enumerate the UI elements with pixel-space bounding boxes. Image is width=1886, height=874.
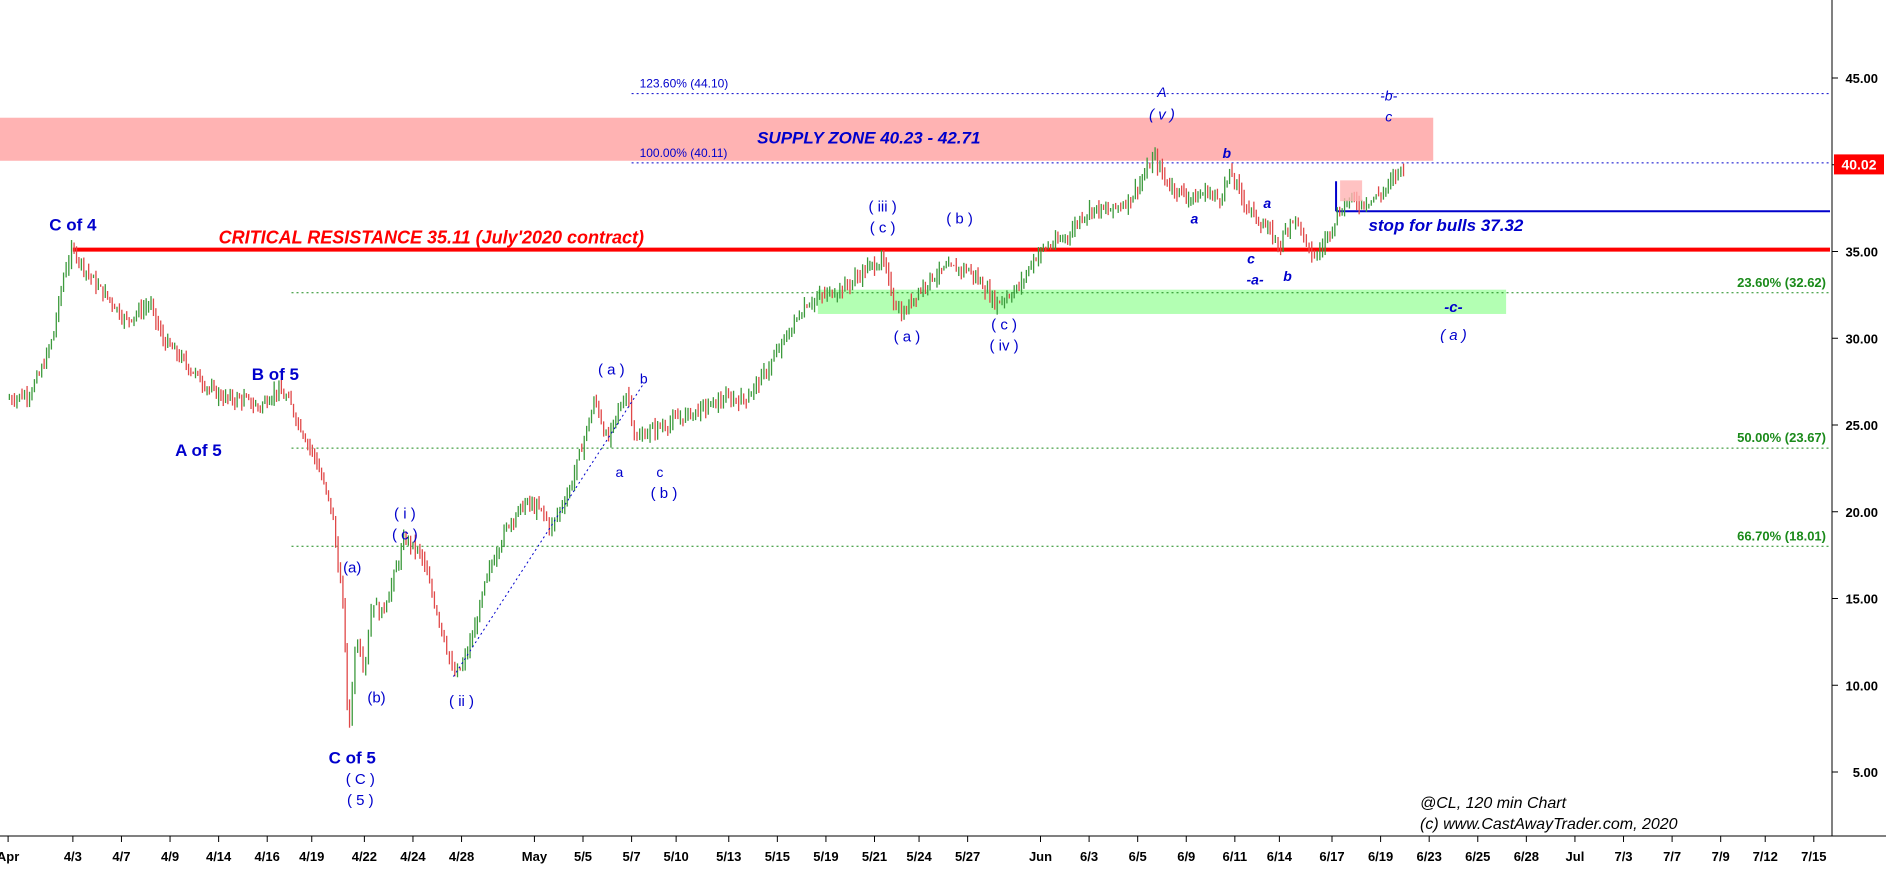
x-tick-label: 5/10 [663, 849, 688, 864]
x-tick-label: 5/21 [862, 849, 887, 864]
chart-copyright: (c) www.CastAwayTrader.com, 2020 [1420, 816, 1678, 833]
supply-zone [0, 117, 1434, 161]
x-tick-label: Jul [1566, 849, 1585, 864]
x-tick-label: 5/7 [623, 849, 641, 864]
trend-line [453, 383, 645, 677]
x-tick-label: 7/15 [1801, 849, 1826, 864]
x-tick-label: 6/9 [1177, 849, 1195, 864]
x-tick-label: 5/5 [574, 849, 592, 864]
wave-label: ( a ) [894, 329, 921, 346]
fib-level-label: 123.60% (44.10) [640, 77, 729, 91]
wave-label: ( v ) [1149, 107, 1175, 124]
critical-resistance-label: CRITICAL RESISTANCE 35.11 (July'2020 con… [219, 228, 644, 248]
y-tick-label: 35.00 [1845, 245, 1878, 260]
wave-label: a [1263, 195, 1271, 211]
wave-label: b [1222, 145, 1231, 161]
stop-line-label: stop for bulls 37.32 [1368, 216, 1523, 235]
fib-level-label: 100.00% (40.11) [640, 146, 728, 160]
x-tick-label: Apr [0, 849, 19, 864]
wave-label: a [616, 464, 624, 480]
wave-label: b [640, 370, 648, 386]
wave-label: b [1283, 268, 1292, 284]
x-tick-label: 5/19 [813, 849, 838, 864]
wave-label: A [1156, 84, 1166, 100]
x-tick-label: 4/28 [449, 849, 474, 864]
wave-label: -c- [1444, 299, 1462, 316]
x-tick-label: 5/24 [906, 849, 932, 864]
x-tick-label: 7/12 [1753, 849, 1778, 864]
fib-level-label: 23.60% (32.62) [1737, 275, 1826, 290]
y-tick-label: 15.00 [1845, 592, 1878, 607]
support-zone [817, 289, 1507, 314]
y-tick-label: 20.00 [1845, 505, 1878, 520]
y-tick-label: 5.00 [1853, 765, 1878, 780]
x-tick-label: 7/3 [1614, 849, 1632, 864]
x-tick-label: 4/22 [352, 849, 377, 864]
wave-label: ( c ) [870, 219, 896, 236]
x-tick-label: 4/24 [400, 849, 426, 864]
wave-label: ( a ) [1440, 327, 1467, 344]
wave-label: ( i ) [394, 506, 416, 523]
wave-label: ( iv ) [989, 337, 1018, 354]
fib-level-label: 50.00% (23.67) [1737, 430, 1826, 445]
chart-caption: @CL, 120 min Chart [1420, 795, 1567, 812]
wave-label: ( b ) [651, 485, 678, 502]
wave-label: ( 5 ) [347, 792, 374, 809]
wave-label: c [656, 464, 663, 480]
wave-label: B of 5 [252, 365, 299, 384]
x-tick-label: 4/16 [255, 849, 280, 864]
wave-label: c [1247, 251, 1255, 267]
x-tick-label: 6/11 [1223, 849, 1248, 864]
last-price-label: 40.02 [1841, 156, 1876, 172]
wave-label: C of 5 [329, 748, 376, 767]
y-tick-label: 25.00 [1845, 418, 1878, 433]
supply-zone-label: SUPPLY ZONE 40.23 - 42.71 [757, 129, 980, 148]
wave-label: C of 4 [49, 216, 97, 235]
x-tick-label: 5/27 [955, 849, 980, 864]
x-tick-label: 6/5 [1129, 849, 1147, 864]
x-tick-label: 5/13 [716, 849, 741, 864]
y-tick-label: 10.00 [1845, 678, 1878, 693]
x-tick-label: 6/19 [1368, 849, 1393, 864]
wave-label: ( ii ) [449, 693, 474, 710]
wave-label: ( a ) [598, 362, 625, 379]
x-tick-label: 4/19 [299, 849, 324, 864]
x-tick-label: 6/28 [1514, 849, 1539, 864]
x-tick-label: 4/7 [112, 849, 130, 864]
wave-label: ( C ) [346, 771, 375, 788]
wave-label: ( c ) [392, 527, 418, 544]
last-price-box [1834, 154, 1884, 175]
x-tick-label: 5/15 [765, 849, 790, 864]
wave-label: A of 5 [175, 441, 222, 460]
wave-label: -a- [1247, 271, 1264, 287]
x-tick-label: 6/14 [1267, 849, 1293, 864]
wave-label: ( c ) [991, 317, 1017, 334]
x-tick-label: 4/14 [206, 849, 232, 864]
wave-label: -b- [1380, 88, 1397, 104]
y-tick-label: 45.00 [1845, 71, 1878, 86]
wave-label: ( iii ) [868, 199, 896, 216]
fib-level-label: 66.70% (18.01) [1737, 528, 1826, 543]
x-tick-label: May [522, 849, 548, 864]
wave-label: (b) [367, 690, 385, 707]
x-tick-label: 6/23 [1417, 849, 1442, 864]
x-tick-label: Jun [1029, 849, 1052, 864]
wave-label: c [1385, 108, 1392, 124]
x-tick-label: 6/25 [1465, 849, 1490, 864]
x-tick-label: 7/7 [1663, 849, 1681, 864]
wave-label: ( b ) [946, 211, 973, 228]
wave-label: a [1190, 211, 1198, 227]
x-tick-label: 4/3 [64, 849, 82, 864]
x-tick-label: 6/3 [1080, 849, 1098, 864]
x-tick-label: 7/9 [1712, 849, 1730, 864]
y-tick-label: 30.00 [1845, 331, 1878, 346]
x-tick-label: 4/9 [161, 849, 179, 864]
wave-label: (a) [343, 559, 361, 576]
x-tick-label: 6/17 [1319, 849, 1344, 864]
small-supply-box [1340, 180, 1363, 202]
